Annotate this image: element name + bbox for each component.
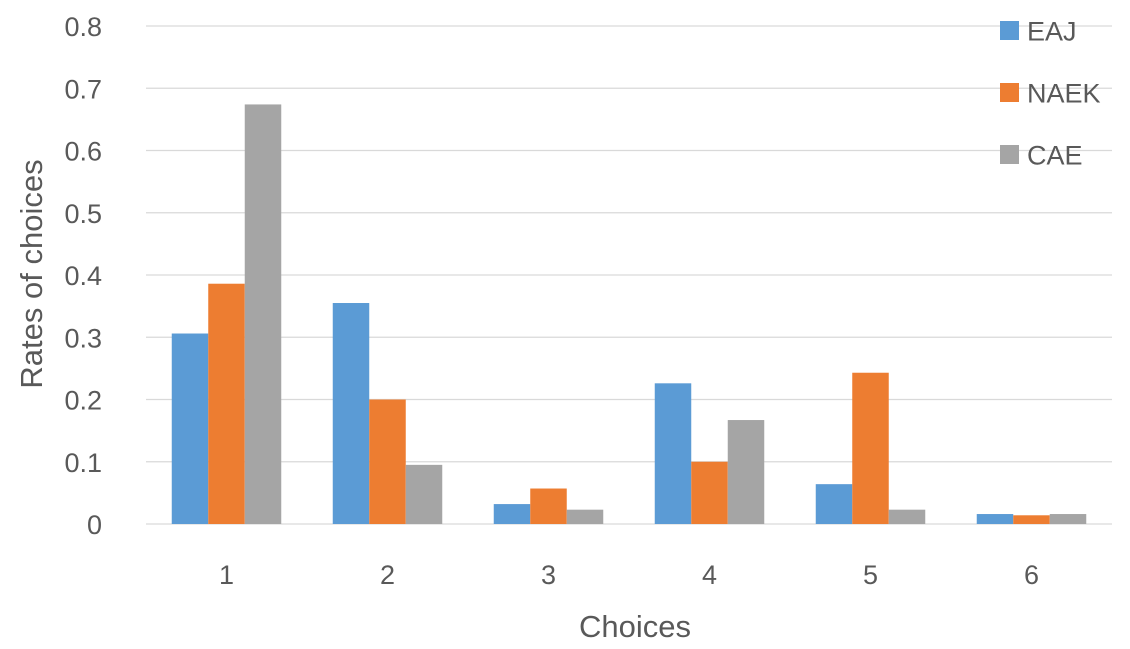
x-tick-label: 5 [863,560,878,590]
x-tick-label: 2 [380,560,395,590]
legend: EAJ NAEK CAE [1000,17,1101,171]
bar-cae-4 [727,420,765,524]
bar-naek-6 [1013,515,1050,524]
y-tick-label: 0.5 [64,199,102,229]
bar-cae-2 [405,464,443,524]
bar-eaj-2 [332,303,370,524]
bar-cae-5 [888,509,926,524]
y-tick-label: 0.2 [64,386,102,416]
x-axis-title: Choices [579,609,691,644]
y-tick-label: 0.4 [64,261,102,291]
bar-naek-3 [530,488,567,524]
x-tick-label: 3 [541,560,556,590]
y-tick-label: 0.1 [64,448,102,478]
bar-naek-4 [691,461,728,524]
bar-cae-1 [244,104,282,524]
bar-eaj-3 [493,504,531,524]
bar-eaj-1 [171,333,209,524]
legend-label-cae: CAE [1027,141,1083,171]
y-tick-label: 0 [87,510,102,540]
bar-eaj-4 [654,383,692,524]
y-tick-label: 0.8 [64,12,102,42]
y-tick-label: 0.6 [64,137,102,167]
legend-swatch-cae [1000,145,1019,164]
gridlines [146,25,1112,525]
x-tick-label: 1 [219,560,234,590]
x-tick-label: 4 [702,560,717,590]
x-tick-label: 6 [1024,560,1039,590]
bar-eaj-6 [976,514,1014,524]
bars [171,104,1087,524]
bar-cae-6 [1049,514,1087,524]
legend-swatch-eaj [1000,21,1019,40]
legend-label-eaj: EAJ [1027,17,1077,47]
bar-naek-2 [369,399,406,524]
y-axis-ticks: 0 0.1 0.2 0.3 0.4 0.5 0.6 0.7 0.8 [64,12,102,540]
legend-swatch-naek [1000,83,1019,102]
bar-eaj-5 [815,484,853,524]
x-axis-ticks: 1 2 3 4 5 6 [219,560,1039,590]
y-tick-label: 0.7 [64,74,102,104]
bar-cae-3 [566,509,604,524]
bar-naek-5 [852,372,889,524]
bar-naek-1 [208,283,245,524]
legend-label-naek: NAEK [1027,79,1101,109]
y-axis-title: Rates of choices [14,159,49,388]
y-tick-label: 0.3 [64,323,102,353]
